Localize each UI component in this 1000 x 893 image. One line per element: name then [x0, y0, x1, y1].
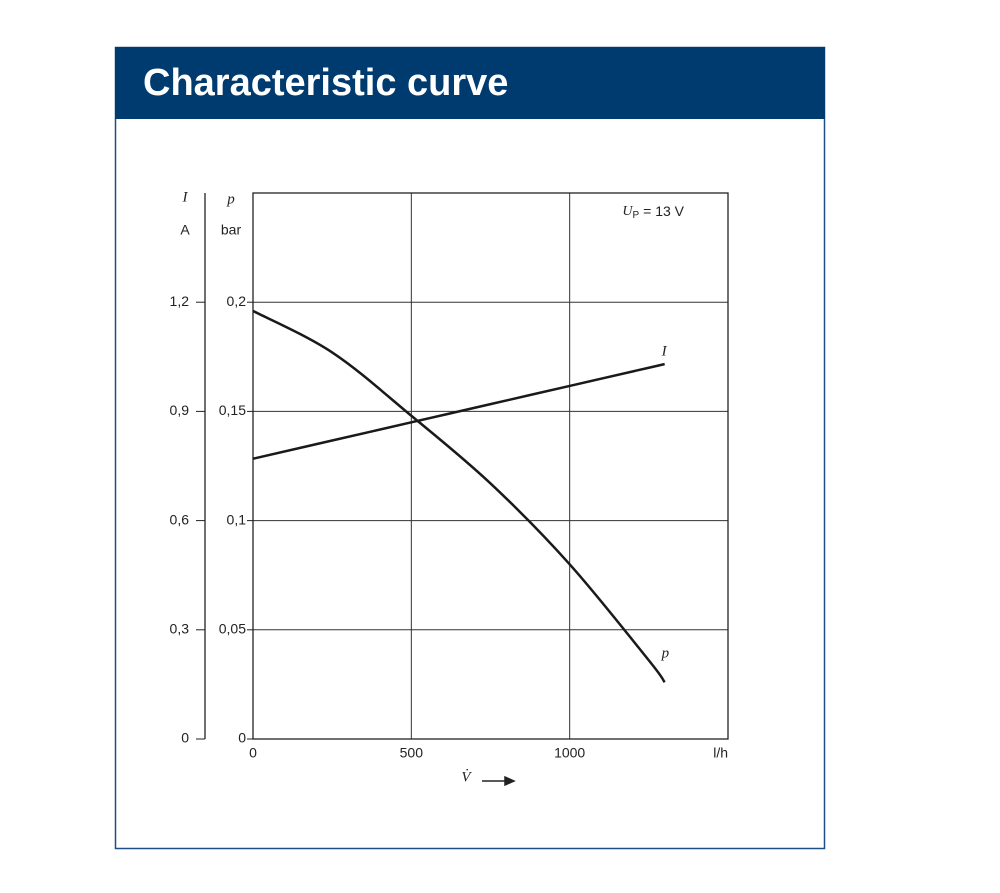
annotation-subscript: P [632, 210, 639, 221]
y2-tick-label: 1,2 [170, 293, 190, 309]
y-unit: bar [221, 222, 242, 238]
plot-frame [252, 192, 729, 740]
x-arrow [482, 775, 516, 787]
y-tick-label: 0 [238, 730, 246, 746]
annotation: UP = 13 V [622, 203, 684, 221]
series-line [252, 309, 666, 683]
y2-tick-label: 0,6 [170, 511, 190, 527]
y2-tick-label: 0,3 [170, 621, 190, 637]
y2-symbol: I [182, 189, 189, 205]
x-axis-label: V̇ [461, 769, 472, 785]
series-line [252, 362, 665, 460]
x-tick-label: l/h [713, 745, 728, 761]
y2-tick-label: 0 [181, 730, 189, 746]
header [115, 47, 825, 119]
x-tick-label: 0 [249, 745, 257, 761]
y2-tick-label: 0,9 [170, 402, 190, 418]
y-tick-label: 0,1 [227, 511, 247, 527]
annotation-text: = 13 V [643, 203, 685, 219]
annotation-symbol: U [622, 204, 633, 219]
panel [114, 46, 826, 850]
y-symbol: p [226, 191, 235, 207]
y-tick-label: 0,2 [227, 293, 247, 309]
x-tick-label: 1000 [554, 745, 585, 761]
series-label: I [661, 344, 668, 360]
y-tick-label: 0,05 [219, 621, 246, 637]
chart-title: Characteristic curve [143, 62, 508, 104]
series-label: p [661, 646, 670, 662]
y-tick-label: 0,15 [219, 402, 246, 418]
x-tick-label: 500 [400, 745, 424, 761]
y2-unit: A [180, 222, 190, 238]
